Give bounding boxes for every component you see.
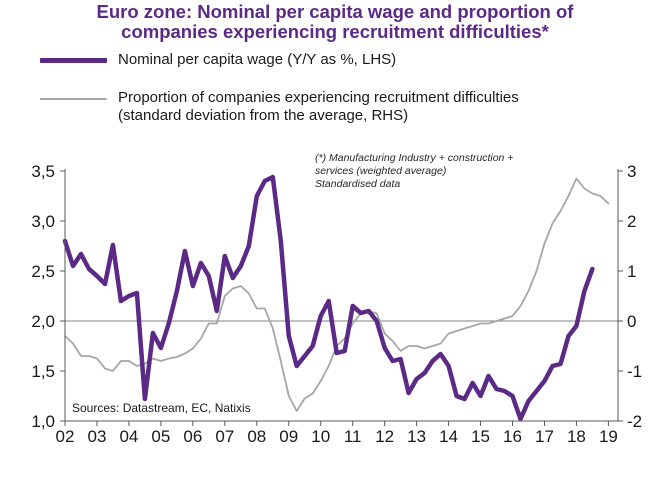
y-right-tick-label: 2 (627, 212, 636, 231)
x-tick-label: 10 (311, 427, 330, 446)
x-tick-label: 13 (407, 427, 426, 446)
chart-sources: Sources: Datastream, EC, Natixis (72, 401, 251, 415)
x-tick-label: 11 (344, 427, 362, 446)
x-tick-label: 02 (56, 427, 75, 446)
x-tick-label: 17 (535, 427, 554, 446)
chart-title-line1: Euro zone: Nominal per capita wage and p… (96, 1, 574, 22)
x-tick-label: 05 (151, 427, 170, 446)
legend-label-wage: Nominal per capita wage (Y/Y as %, LHS) (118, 51, 397, 68)
chart-title: Euro zone: Nominal per capita wage and p… (0, 2, 670, 42)
legend-swatch-recruitment (40, 98, 107, 100)
y-right-tick-label: 3 (627, 162, 636, 181)
y-right-tick-label: -2 (627, 412, 642, 431)
chart-series (62, 174, 610, 422)
y-left-tick-label: 3,0 (31, 212, 55, 231)
legend-label-recruitment-line1: Proportion of companies experiencing rec… (118, 89, 519, 106)
x-tick-label: 09 (279, 427, 298, 446)
x-tick-label: 07 (215, 427, 234, 446)
y-left-tick-label: 2,0 (31, 312, 55, 331)
x-tick-label: 03 (88, 427, 107, 446)
x-tick-label: 15 (471, 427, 490, 446)
y-left-tick-label: 3,5 (31, 162, 55, 181)
y-right-tick-label: 1 (627, 262, 636, 281)
x-tick-label: 18 (567, 427, 586, 446)
x-tick-label: 06 (183, 427, 202, 446)
x-tick-label: 16 (503, 427, 522, 446)
legend: Nominal per capita wage (Y/Y as %, LHS) … (0, 0, 670, 135)
chart-note-line3: Standardised data (315, 178, 400, 190)
legend-label-recruitment-line2: (standard deviation from the average, RH… (118, 107, 409, 124)
chart-note-line2: services (weighted average) (315, 165, 446, 177)
x-tick-label: 12 (375, 427, 394, 446)
legend-swatch-wage (40, 58, 107, 63)
y-left-tick-label: 1,5 (31, 362, 55, 381)
series-line-wage (62, 174, 595, 422)
x-tick-label: 14 (439, 427, 458, 446)
x-tick-label: 04 (119, 427, 138, 446)
y-right-tick-label: 0 (627, 312, 636, 331)
y-left-tick-label: 2,5 (31, 262, 55, 281)
y-left-tick-label: 1,0 (31, 412, 55, 431)
chart-note-line1: (*) Manufacturing Industry + constructio… (315, 152, 513, 164)
y-right-tick-label: -1 (627, 362, 642, 381)
x-tick-label: 08 (247, 427, 266, 446)
x-tick-label: 19 (599, 427, 618, 446)
chart-title-line2: companies experiencing recruitment diffi… (121, 21, 549, 42)
